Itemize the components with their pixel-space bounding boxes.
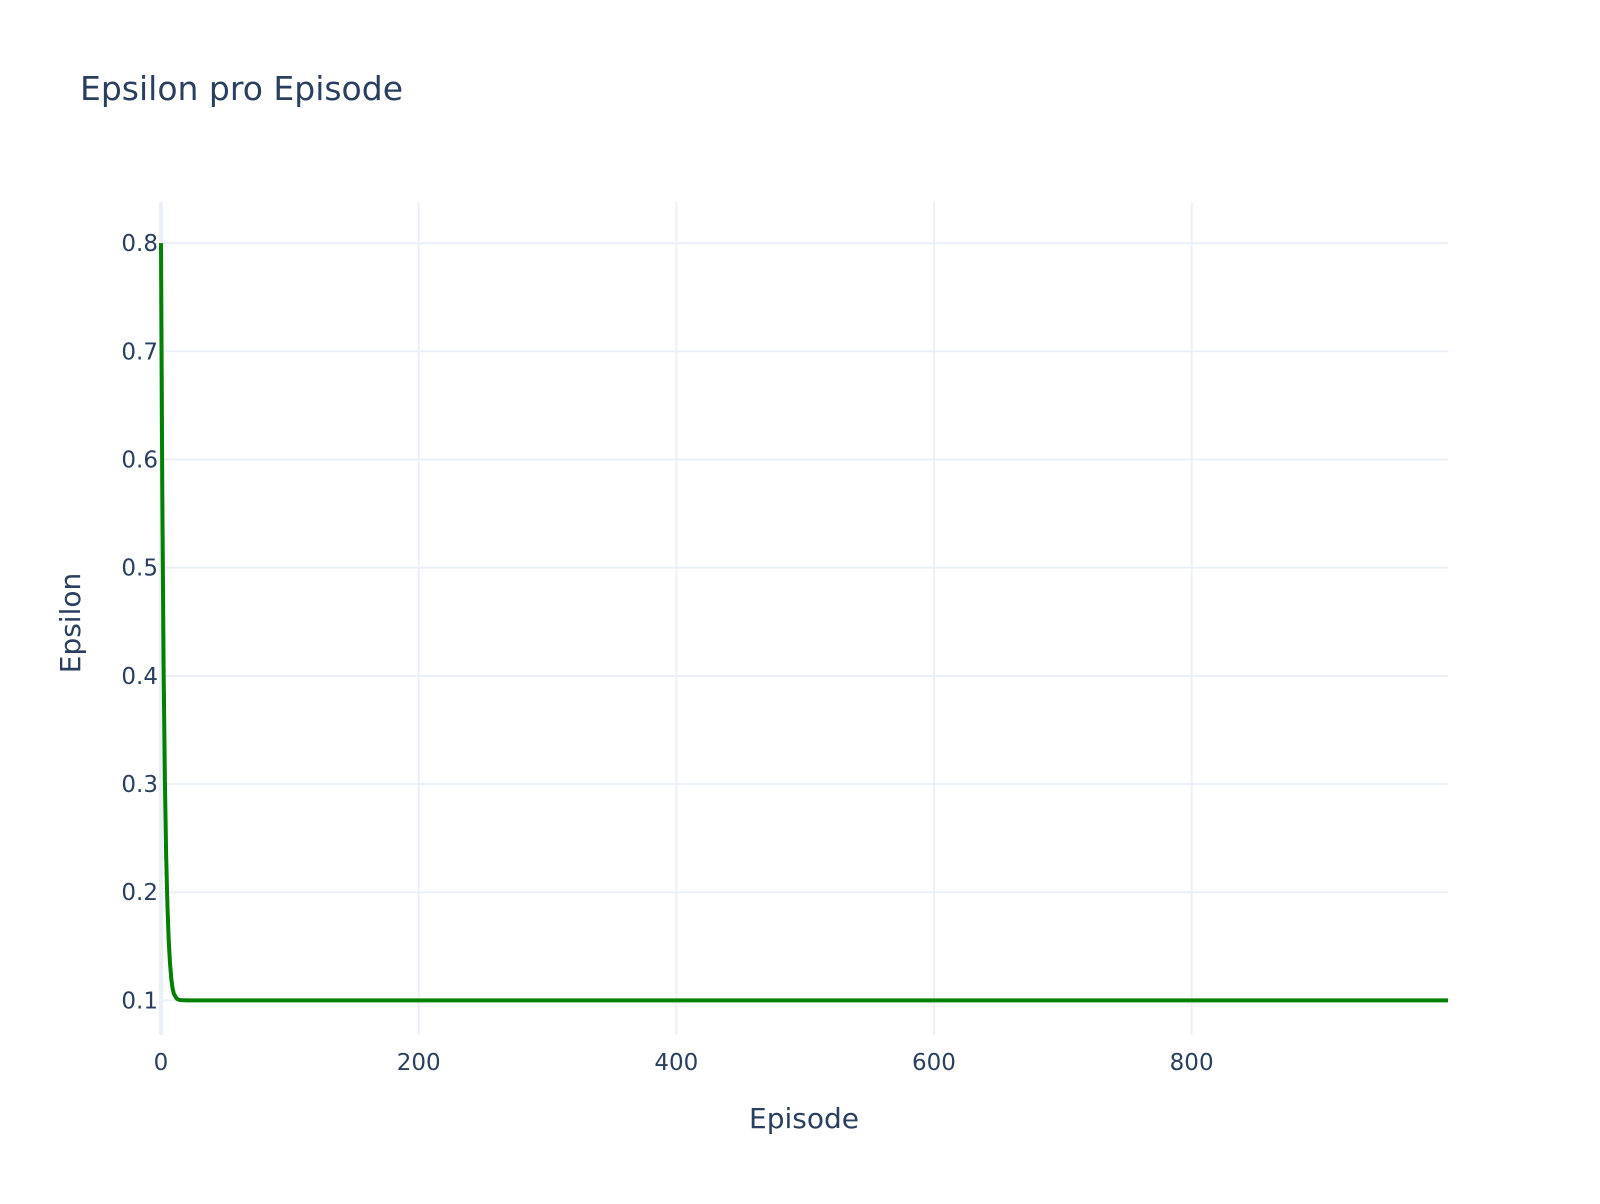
- y-tick-label: 0.3: [121, 772, 158, 798]
- x-tick-label: 600: [912, 1050, 956, 1076]
- x-tick-label: 400: [654, 1050, 698, 1076]
- grid-lines: [161, 202, 1448, 1035]
- series-line: [159, 243, 1448, 1003]
- y-tick-label: 0.4: [121, 664, 158, 690]
- tick-labels: 0.1 0.2 0.3 0.4 0.5 0.6 0.7 0.8 0 200 400 600 800: [121, 231, 1213, 1076]
- y-tick-label: 0.8: [121, 231, 158, 257]
- y-axis-title: Epsilon: [54, 573, 87, 674]
- chart-title: Epsilon pro Episode: [80, 69, 403, 108]
- x-tick-label: 800: [1170, 1050, 1214, 1076]
- x-axis-title: Episode: [749, 1102, 859, 1135]
- y-tick-label: 0.5: [121, 556, 158, 582]
- y-tick-label: 0.1: [121, 988, 158, 1014]
- series-layer: [159, 243, 1448, 1003]
- y-tick-label: 0.6: [121, 447, 158, 473]
- y-tick-label: 0.2: [121, 880, 158, 906]
- x-tick-label: 200: [397, 1050, 441, 1076]
- y-tick-label: 0.7: [121, 339, 158, 365]
- x-tick-label: 0: [154, 1050, 169, 1076]
